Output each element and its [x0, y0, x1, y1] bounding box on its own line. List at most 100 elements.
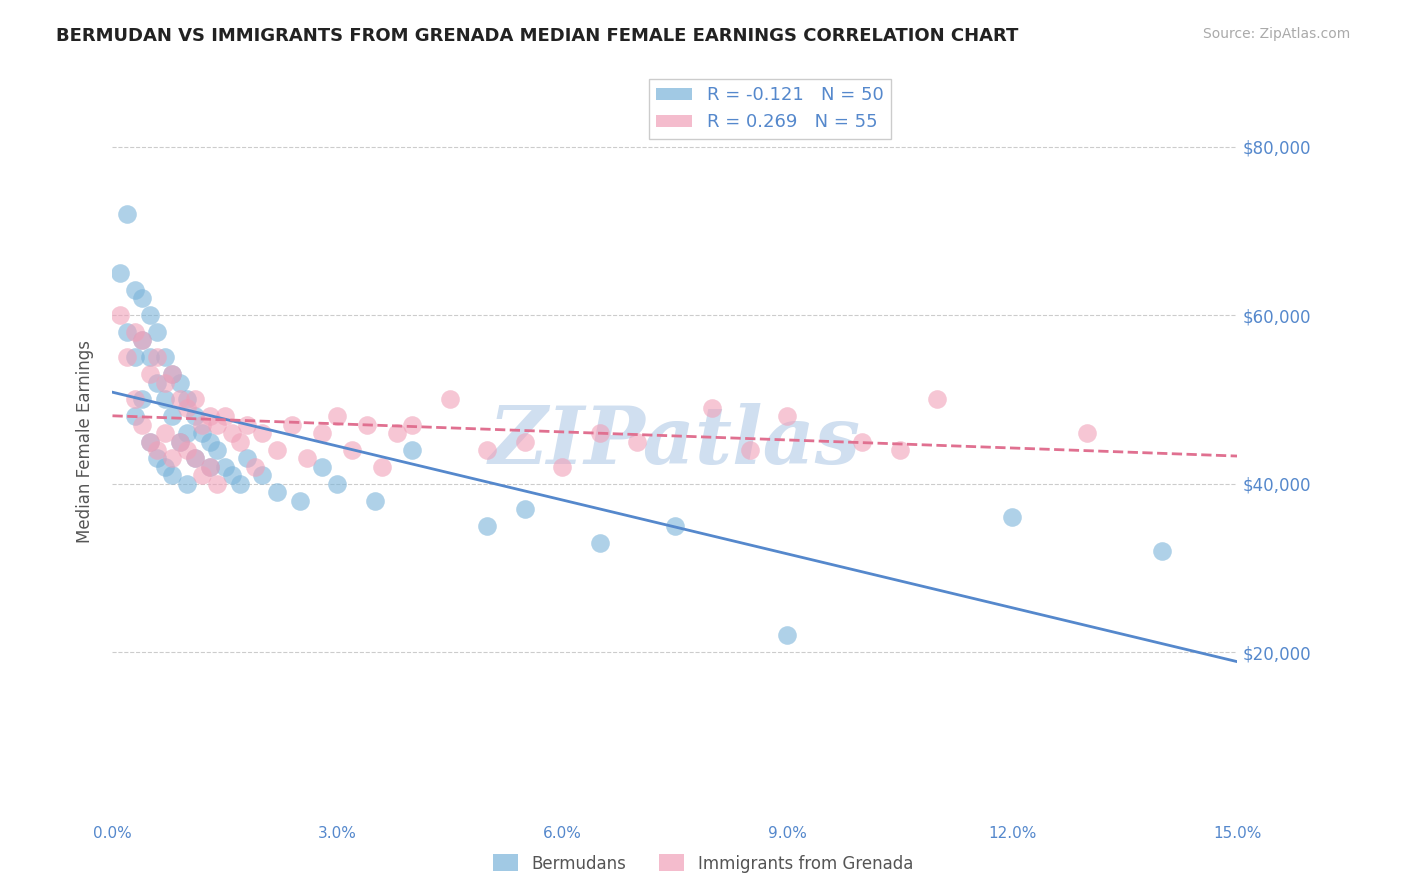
- Point: [191, 426, 214, 441]
- Point: [889, 442, 911, 457]
- Point: [124, 325, 146, 339]
- Point: [589, 426, 612, 441]
- Point: [266, 485, 288, 500]
- Point: [513, 502, 536, 516]
- Point: [207, 442, 229, 457]
- Point: [184, 451, 207, 466]
- Legend: Bermudans, Immigrants from Grenada: Bermudans, Immigrants from Grenada: [486, 847, 920, 880]
- Point: [131, 334, 153, 348]
- Point: [176, 392, 198, 407]
- Point: [153, 351, 176, 365]
- Point: [131, 291, 153, 305]
- Point: [252, 426, 274, 441]
- Point: [108, 308, 131, 322]
- Point: [342, 442, 364, 457]
- Point: [477, 518, 499, 533]
- Point: [117, 351, 139, 365]
- Text: BERMUDAN VS IMMIGRANTS FROM GRENADA MEDIAN FEMALE EARNINGS CORRELATION CHART: BERMUDAN VS IMMIGRANTS FROM GRENADA MEDI…: [56, 27, 1018, 45]
- Point: [162, 367, 184, 381]
- Point: [169, 392, 191, 407]
- Point: [1001, 510, 1024, 524]
- Point: [117, 325, 139, 339]
- Point: [108, 266, 131, 280]
- Point: [146, 376, 169, 390]
- Point: [169, 434, 191, 449]
- Point: [401, 417, 423, 432]
- Point: [162, 367, 184, 381]
- Point: [214, 459, 236, 474]
- Point: [311, 426, 333, 441]
- Point: [184, 409, 207, 424]
- Point: [169, 376, 191, 390]
- Point: [169, 434, 191, 449]
- Point: [297, 451, 319, 466]
- Point: [139, 434, 162, 449]
- Point: [139, 351, 162, 365]
- Point: [439, 392, 461, 407]
- Point: [664, 518, 686, 533]
- Point: [221, 468, 243, 483]
- Point: [146, 442, 169, 457]
- Point: [1076, 426, 1098, 441]
- Point: [513, 434, 536, 449]
- Point: [146, 351, 169, 365]
- Point: [229, 476, 252, 491]
- Point: [191, 468, 214, 483]
- Point: [176, 426, 198, 441]
- Point: [131, 392, 153, 407]
- Point: [229, 434, 252, 449]
- Text: ZIPatlas: ZIPatlas: [489, 403, 860, 480]
- Point: [176, 442, 198, 457]
- Point: [266, 442, 288, 457]
- Point: [162, 409, 184, 424]
- Text: Source: ZipAtlas.com: Source: ZipAtlas.com: [1202, 27, 1350, 41]
- Point: [139, 367, 162, 381]
- Point: [387, 426, 409, 441]
- Point: [851, 434, 873, 449]
- Point: [207, 417, 229, 432]
- Point: [176, 401, 198, 415]
- Point: [281, 417, 304, 432]
- Point: [139, 434, 162, 449]
- Point: [162, 468, 184, 483]
- Point: [401, 442, 423, 457]
- Point: [198, 409, 221, 424]
- Y-axis label: Median Female Earnings: Median Female Earnings: [76, 340, 94, 543]
- Point: [124, 392, 146, 407]
- Point: [198, 459, 221, 474]
- Legend: R = -0.121   N = 50, R = 0.269   N = 55: R = -0.121 N = 50, R = 0.269 N = 55: [650, 79, 891, 138]
- Point: [117, 207, 139, 221]
- Point: [326, 476, 349, 491]
- Point: [131, 417, 153, 432]
- Point: [191, 417, 214, 432]
- Point: [153, 426, 176, 441]
- Point: [153, 392, 176, 407]
- Point: [356, 417, 378, 432]
- Point: [477, 442, 499, 457]
- Point: [243, 459, 266, 474]
- Point: [364, 493, 387, 508]
- Point: [139, 308, 162, 322]
- Point: [288, 493, 311, 508]
- Point: [176, 476, 198, 491]
- Point: [146, 451, 169, 466]
- Point: [153, 459, 176, 474]
- Point: [124, 283, 146, 297]
- Point: [214, 409, 236, 424]
- Point: [311, 459, 333, 474]
- Point: [626, 434, 648, 449]
- Point: [252, 468, 274, 483]
- Point: [776, 409, 799, 424]
- Point: [236, 417, 259, 432]
- Point: [198, 434, 221, 449]
- Point: [702, 401, 724, 415]
- Point: [131, 334, 153, 348]
- Point: [207, 476, 229, 491]
- Point: [198, 459, 221, 474]
- Point: [927, 392, 949, 407]
- Point: [124, 351, 146, 365]
- Point: [776, 628, 799, 642]
- Point: [738, 442, 761, 457]
- Point: [146, 325, 169, 339]
- Point: [371, 459, 394, 474]
